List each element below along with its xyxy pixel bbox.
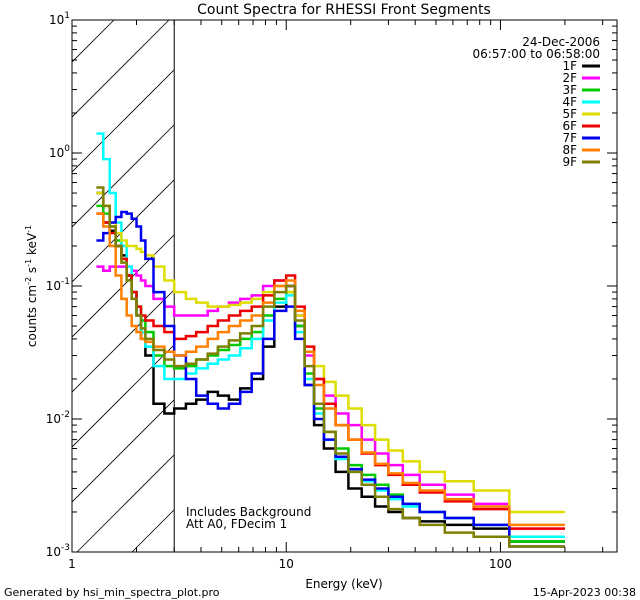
series-line-7F	[96, 210, 565, 548]
legend-label-2F: 2F	[562, 71, 577, 85]
legend-label-9F: 9F	[562, 155, 577, 169]
chart-title: Count Spectra for RHESSI Front Segments	[197, 2, 491, 18]
legend-label-8F: 8F	[562, 143, 577, 157]
date-label: 24-Dec-2006	[522, 35, 600, 49]
x-tick-label: 10	[279, 557, 294, 571]
y-tick-label: 10-3	[46, 543, 70, 559]
legend-label-1F: 1F	[562, 59, 577, 73]
series-line-8F	[96, 212, 565, 527]
y-tick-label: 100	[49, 144, 70, 160]
hatched-background-region	[0, 20, 640, 552]
hatch-line	[627, 20, 640, 552]
hatch-line	[72, 20, 170, 118]
x-tick-label: 100	[489, 557, 512, 571]
series-line-5F	[96, 191, 565, 514]
legend-label-5F: 5F	[562, 107, 577, 121]
legend-label-3F: 3F	[562, 83, 577, 97]
legend-label-4F: 4F	[562, 95, 577, 109]
hatch-line	[0, 20, 4, 552]
y-tick-label: 10-1	[46, 277, 70, 293]
time-range-label: 06:57:00 to 06:58:00	[473, 47, 600, 61]
x-axis-label: Energy (keV)	[305, 577, 382, 591]
y-axis-label: counts cm-2 s-1 keV-1	[24, 225, 39, 347]
annotation-attenuator: Att A0, FDecim 1	[186, 517, 287, 531]
legend-label-6F: 6F	[562, 119, 577, 133]
y-tick-label: 101	[49, 11, 70, 27]
footer-timestamp: 15-Apr-2023 00:38	[533, 586, 636, 599]
x-tick-label: 1	[68, 557, 76, 571]
annotation-background: Includes Background	[186, 505, 311, 519]
footer-generated-by: Generated by hsi_min_spectra_plot.pro	[4, 586, 220, 599]
legend-label-7F: 7F	[562, 131, 577, 145]
hatch-line	[72, 20, 225, 173]
y-tick-label: 10-2	[46, 410, 70, 426]
series-line-9F	[96, 186, 565, 548]
plot-background	[174, 20, 617, 552]
